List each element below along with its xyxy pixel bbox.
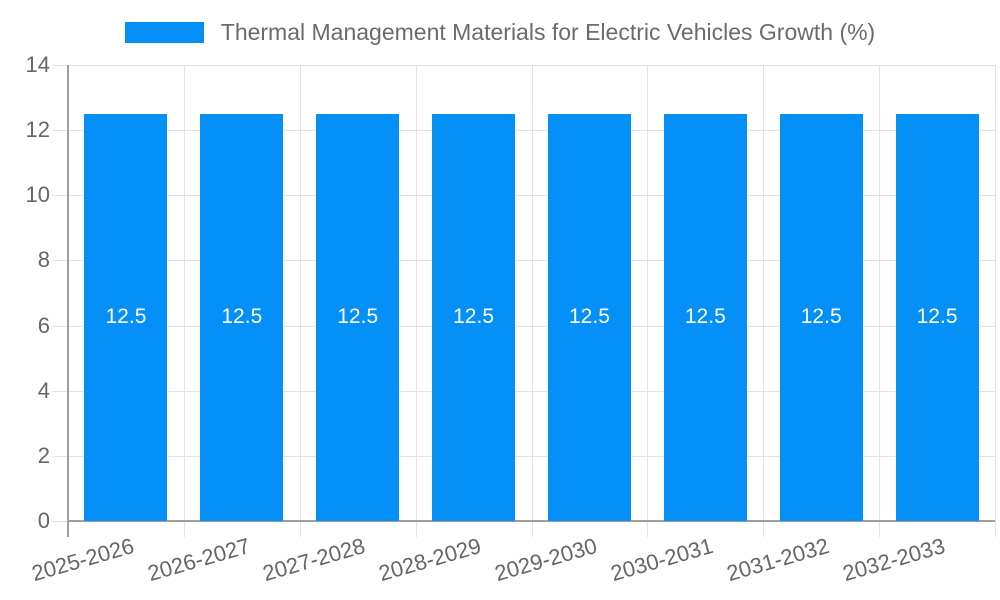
x-gridline [183, 65, 185, 521]
x-gridline [763, 65, 765, 521]
y-tick-mark [52, 521, 68, 522]
x-gridline [531, 65, 533, 521]
x-axis-category-label: 2025-2026 [28, 533, 137, 587]
bar[interactable]: 12.5 [663, 113, 747, 521]
y-axis-tick-label: 0 [37, 508, 50, 533]
x-axis-baseline [68, 520, 995, 522]
bar[interactable]: 12.5 [84, 113, 168, 521]
x-tick-mark [183, 521, 185, 537]
x-gridline [415, 65, 417, 521]
y-axis-tick-label: 10 [25, 182, 50, 208]
x-tick-mark [531, 521, 533, 537]
x-gridline [299, 65, 301, 521]
legend-label[interactable]: Thermal Management Materials for Electri… [220, 19, 876, 45]
x-gridline [879, 65, 881, 521]
x-tick-mark [647, 521, 649, 537]
x-axis-category-label: 2029-2030 [492, 533, 601, 587]
x-tick-mark [415, 521, 417, 537]
chart-legend[interactable]: Thermal Management Materials for Electri… [0, 20, 1000, 44]
bar-value-label: 12.5 [337, 305, 379, 329]
x-axis-category-label: 2026-2027 [144, 533, 253, 587]
bar[interactable]: 12.5 [200, 113, 284, 521]
y-tick-mark [52, 325, 68, 327]
y-axis-tick-label: 12 [25, 117, 50, 143]
x-axis-category-label: 2031-2032 [723, 533, 832, 587]
bar-value-label: 12.5 [916, 305, 958, 329]
x-gridline [647, 65, 649, 521]
bar[interactable]: 12.5 [779, 113, 863, 521]
x-tick-mark [299, 521, 301, 537]
y-tick-mark [52, 260, 68, 262]
bar-value-label: 12.5 [569, 305, 610, 329]
y-axis-tick-label: 14 [25, 52, 50, 77]
y-axis-tick-label: 4 [37, 377, 50, 403]
bar[interactable]: 12.5 [547, 113, 631, 521]
legend-swatch[interactable] [124, 21, 204, 43]
y-tick-mark [52, 195, 68, 197]
x-axis-category-label: 2027-2028 [260, 533, 369, 587]
x-tick-mark [763, 521, 765, 537]
y-tick-mark [52, 390, 68, 392]
x-tick-mark [879, 521, 881, 537]
x-axis-category-label: 2032-2033 [839, 533, 948, 587]
y-axis-line [67, 65, 69, 537]
bar-value-label: 12.5 [105, 305, 147, 329]
x-tick-mark [995, 521, 996, 537]
y-axis-tick-label: 6 [37, 312, 50, 338]
y-axis-tick-label: 2 [37, 442, 50, 468]
bar[interactable]: 12.5 [316, 113, 400, 521]
y-tick-mark [52, 65, 68, 66]
bar[interactable]: 12.5 [895, 113, 979, 521]
y-tick-mark [52, 455, 68, 457]
bar-value-label: 12.5 [684, 305, 726, 329]
x-axis-category-label: 2028-2029 [376, 533, 485, 587]
bar-value-label: 12.5 [221, 305, 263, 329]
bar[interactable]: 12.5 [432, 113, 516, 521]
y-tick-mark [52, 130, 68, 132]
bar-value-label: 12.5 [800, 305, 842, 329]
bar-value-label: 12.5 [453, 305, 494, 329]
y-axis-tick-label: 8 [37, 247, 50, 273]
x-axis-category-label: 2030-2031 [607, 533, 716, 587]
x-gridline [995, 65, 996, 521]
